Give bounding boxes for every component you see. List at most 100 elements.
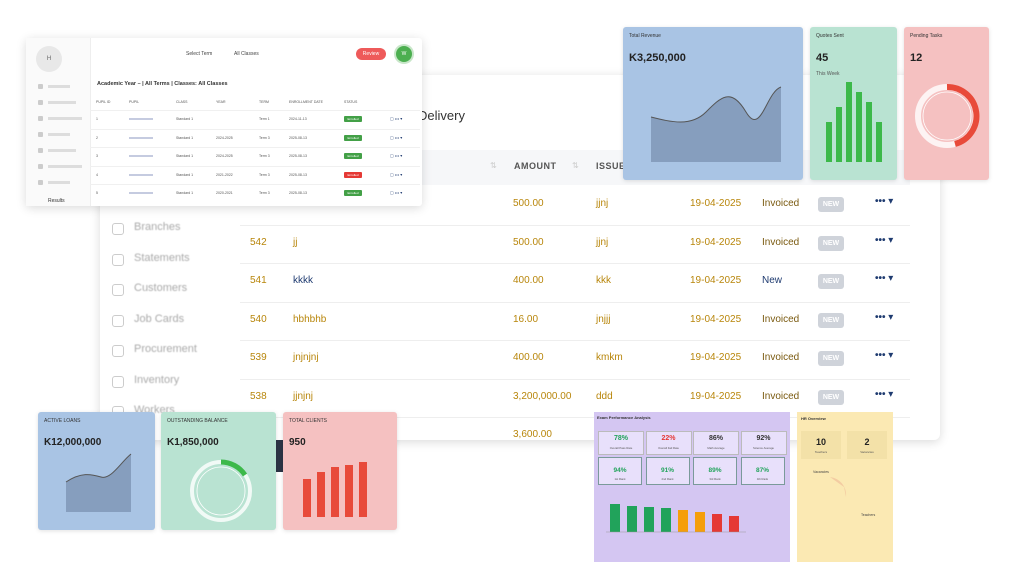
- mini-bar: [836, 107, 842, 162]
- stat-box: 22% Overall Fail Rate: [645, 431, 692, 455]
- cell-status: New: [762, 275, 783, 286]
- row-actions[interactable]: ▢ ••• ▾: [390, 153, 403, 158]
- cell-issued: ddd: [596, 390, 613, 402]
- cell-issued: kmkm: [596, 352, 623, 363]
- row-divider: [240, 263, 910, 264]
- cell-status: Invoiced: [762, 198, 800, 209]
- filter-dropdown[interactable]: Select Term: [186, 51, 213, 57]
- sidebar-item[interactable]: Inventory: [134, 373, 180, 386]
- pie-label: Vacancies: [813, 470, 829, 474]
- cell-id: 539: [250, 352, 267, 363]
- row-actions[interactable]: ••• ▾: [875, 234, 894, 246]
- sidebar-icon: [112, 284, 124, 296]
- row-actions[interactable]: ••• ▾: [875, 388, 894, 400]
- filter-dropdown[interactable]: All Classes: [234, 51, 259, 57]
- cell-class: Standard 1: [176, 117, 194, 121]
- cell-id: 2: [96, 135, 98, 140]
- cell-term: Term 3: [259, 191, 270, 195]
- cell-amount: 3,600.00: [513, 429, 552, 440]
- mini-bar: [826, 122, 832, 162]
- sidebar-dot: [38, 180, 43, 185]
- cell-id: 4: [96, 172, 98, 177]
- exam-bar: [678, 510, 688, 532]
- stat-card: ACTIVE LOANS K12,000,000: [38, 412, 155, 530]
- pupil-blur: [129, 192, 153, 194]
- rank-label: 2nd Rank: [661, 477, 674, 481]
- status-pill: Enrolled: [344, 171, 362, 178]
- user-avatar[interactable]: W: [396, 46, 412, 62]
- cell-id: 540: [250, 313, 267, 325]
- pupil-blur: [129, 118, 153, 120]
- card-value: K1,850,000: [167, 437, 219, 448]
- card-value: 45: [816, 52, 829, 64]
- cell-term: Term 3: [259, 135, 270, 140]
- mini-bar: [876, 122, 882, 162]
- cell-class: Standard 1: [176, 191, 194, 195]
- stat-value: 92%: [756, 435, 771, 442]
- row-divider: [240, 301, 910, 303]
- column-header: PUPIL ID: [96, 100, 111, 104]
- sidebar-active[interactable]: Results: [48, 198, 65, 204]
- sparkline-line: [650, 86, 782, 123]
- stat-label: Math Average: [707, 446, 725, 450]
- stat-value: 78%: [613, 435, 628, 442]
- cell-id: 1: [96, 117, 98, 121]
- sidebar-blur: [48, 117, 82, 120]
- row-actions[interactable]: ••• ▾: [875, 196, 894, 207]
- cell-date: 2025-08-13: [289, 191, 307, 195]
- card-value: 950: [289, 437, 306, 448]
- stat-card: TOTAL CLIENTS 950: [283, 412, 397, 530]
- row-actions[interactable]: ▢ ••• ▾: [390, 116, 403, 121]
- row-actions[interactable]: ••• ▾: [875, 311, 894, 323]
- status-badge: NEW: [818, 351, 844, 366]
- sparkline-line: [65, 453, 132, 483]
- row-divider: [240, 378, 910, 380]
- cell-id: 538: [250, 390, 267, 402]
- mini-bar: [345, 465, 353, 517]
- cell-amount: 16.00: [513, 313, 539, 325]
- row-divider: [240, 224, 910, 226]
- panel-title: HR Overview: [801, 416, 826, 421]
- row-actions[interactable]: ▢ ••• ▾: [390, 171, 403, 177]
- cell-amount: 3,200,000.00: [513, 390, 572, 402]
- status-badge: NEW: [818, 274, 844, 289]
- cell-date: 19-04-2025: [690, 313, 742, 325]
- sidebar-item[interactable]: Procurement: [134, 343, 197, 355]
- stat-value: 86%: [708, 435, 723, 442]
- cell-amount: 400.00: [513, 275, 544, 286]
- column-header: CLASS: [176, 100, 188, 104]
- review-button[interactable]: Review: [356, 48, 386, 60]
- sidebar-item[interactable]: Branches: [134, 221, 181, 233]
- status-pill: Enrolled: [344, 134, 362, 141]
- sidebar-item[interactable]: Customers: [134, 282, 188, 294]
- sidebar-icon: [112, 314, 124, 327]
- avatar: H: [36, 46, 62, 72]
- sidebar-icon: [112, 375, 124, 388]
- column-header: YEAR: [216, 100, 226, 104]
- row-divider: [90, 147, 420, 148]
- cell-issued: jjnj: [596, 236, 609, 248]
- row-actions[interactable]: ••• ▾: [875, 350, 894, 361]
- cell-class: Standard 1: [176, 135, 194, 140]
- rank-value: 94%: [613, 467, 627, 474]
- sidebar-icon: [112, 345, 124, 357]
- row-actions[interactable]: ••• ▾: [875, 273, 894, 284]
- row-divider: [90, 184, 420, 185]
- sparkline-area: [66, 454, 131, 512]
- sidebar-item[interactable]: Job Cards: [134, 312, 185, 325]
- stat-card: Quotes Sent 45 This Week: [810, 27, 897, 180]
- hr-label: Teachers: [814, 450, 828, 454]
- cell-date: 19-04-2025: [690, 275, 742, 286]
- sidebar-item[interactable]: Statements: [134, 251, 190, 264]
- cell-date: 2024-11-13: [289, 117, 307, 121]
- cell-amount: 500.00: [513, 198, 544, 209]
- cell-id: 541: [250, 275, 267, 286]
- row-actions[interactable]: ▢ ••• ▾: [390, 134, 403, 140]
- cell-term: Term 3: [259, 172, 270, 177]
- row-actions[interactable]: ▢ ••• ▾: [390, 190, 403, 195]
- sidebar-blur: [48, 165, 82, 168]
- exam-bar: [729, 516, 739, 532]
- status-pill: Enrolled: [344, 153, 362, 159]
- rank-label: 4th Rank: [756, 477, 769, 481]
- pupil-blur: [129, 136, 153, 139]
